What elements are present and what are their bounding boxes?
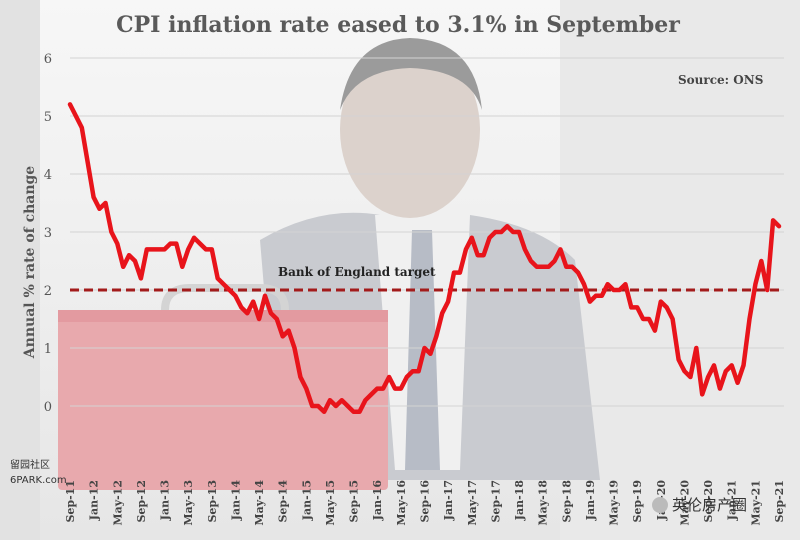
x-tick-label: Jan-17 [442, 480, 455, 521]
y-axis-label: Annual % rate of change [22, 166, 38, 360]
watermark-site-cn: 留园社区 [10, 458, 50, 471]
x-tick-label: May-16 [395, 480, 408, 526]
x-tick-label: Sep-15 [348, 480, 361, 523]
x-tick-label: May-19 [608, 480, 621, 526]
x-axis: Sep-11 Jan-12 May-12 Sep-12 Jan-13 May-13 Sep-… [64, 480, 786, 526]
x-tick-label: Sep-18 [560, 480, 573, 523]
y-tick-label: 3 [44, 226, 52, 241]
y-axis: 0 1 2 3 4 5 6 [44, 52, 52, 415]
y-tick-label: 0 [44, 400, 52, 415]
x-tick-label: Jan-19 [584, 480, 597, 521]
x-tick-label: Sep-11 [64, 480, 77, 523]
x-tick-label: Sep-14 [277, 480, 290, 523]
y-tick-label: 4 [44, 168, 52, 183]
x-tick-label: Sep-13 [206, 480, 219, 523]
x-tick-label: Sep-21 [773, 480, 786, 523]
chart-title: CPI inflation rate eased to 3.1% in Sept… [116, 12, 680, 38]
x-tick-label: Sep-17 [489, 480, 502, 523]
x-tick-label: Jan-12 [88, 480, 101, 521]
y-tick-label: 5 [44, 110, 52, 125]
y-tick-label: 1 [44, 342, 52, 357]
x-tick-label: Jan-16 [371, 480, 384, 522]
x-tick-label: May-15 [324, 480, 337, 526]
wechat-icon [652, 497, 668, 513]
x-tick-label: May-13 [182, 480, 195, 526]
y-tick-label: 6 [44, 52, 52, 67]
x-tick-label: Sep-12 [135, 480, 148, 523]
x-tick-label: Sep-16 [419, 480, 432, 523]
watermark-account: 英伦房产圈 [672, 496, 747, 514]
x-tick-label: Jan-14 [229, 480, 242, 522]
target-label: Bank of England target [278, 265, 436, 279]
source-label: Source: ONS [678, 73, 763, 87]
series-line-cpi [67, 102, 782, 415]
x-tick-label: Jan-18 [513, 480, 526, 522]
x-tick-label: May-14 [253, 480, 266, 526]
x-tick-label: Jan-13 [159, 480, 172, 521]
watermark-left: 留园社区 6PARK.com [10, 458, 67, 486]
x-tick-label: May-21 [749, 480, 762, 526]
x-tick-label: Jan-21 [726, 480, 739, 521]
x-tick-label: May-18 [537, 480, 550, 526]
y-tick-label: 2 [44, 284, 52, 299]
x-tick-label: Jan-15 [300, 480, 313, 521]
x-tick-label: Sep-20 [702, 480, 715, 523]
x-tick-label: May-17 [466, 480, 479, 526]
x-tick-label: May-12 [111, 480, 124, 526]
x-tick-label: May-20 [678, 480, 691, 526]
watermark-site-url: 6PARK.com [10, 475, 67, 486]
watermark-right: 英伦房产圈 [652, 496, 747, 514]
x-tick-label: Sep-19 [631, 480, 644, 523]
